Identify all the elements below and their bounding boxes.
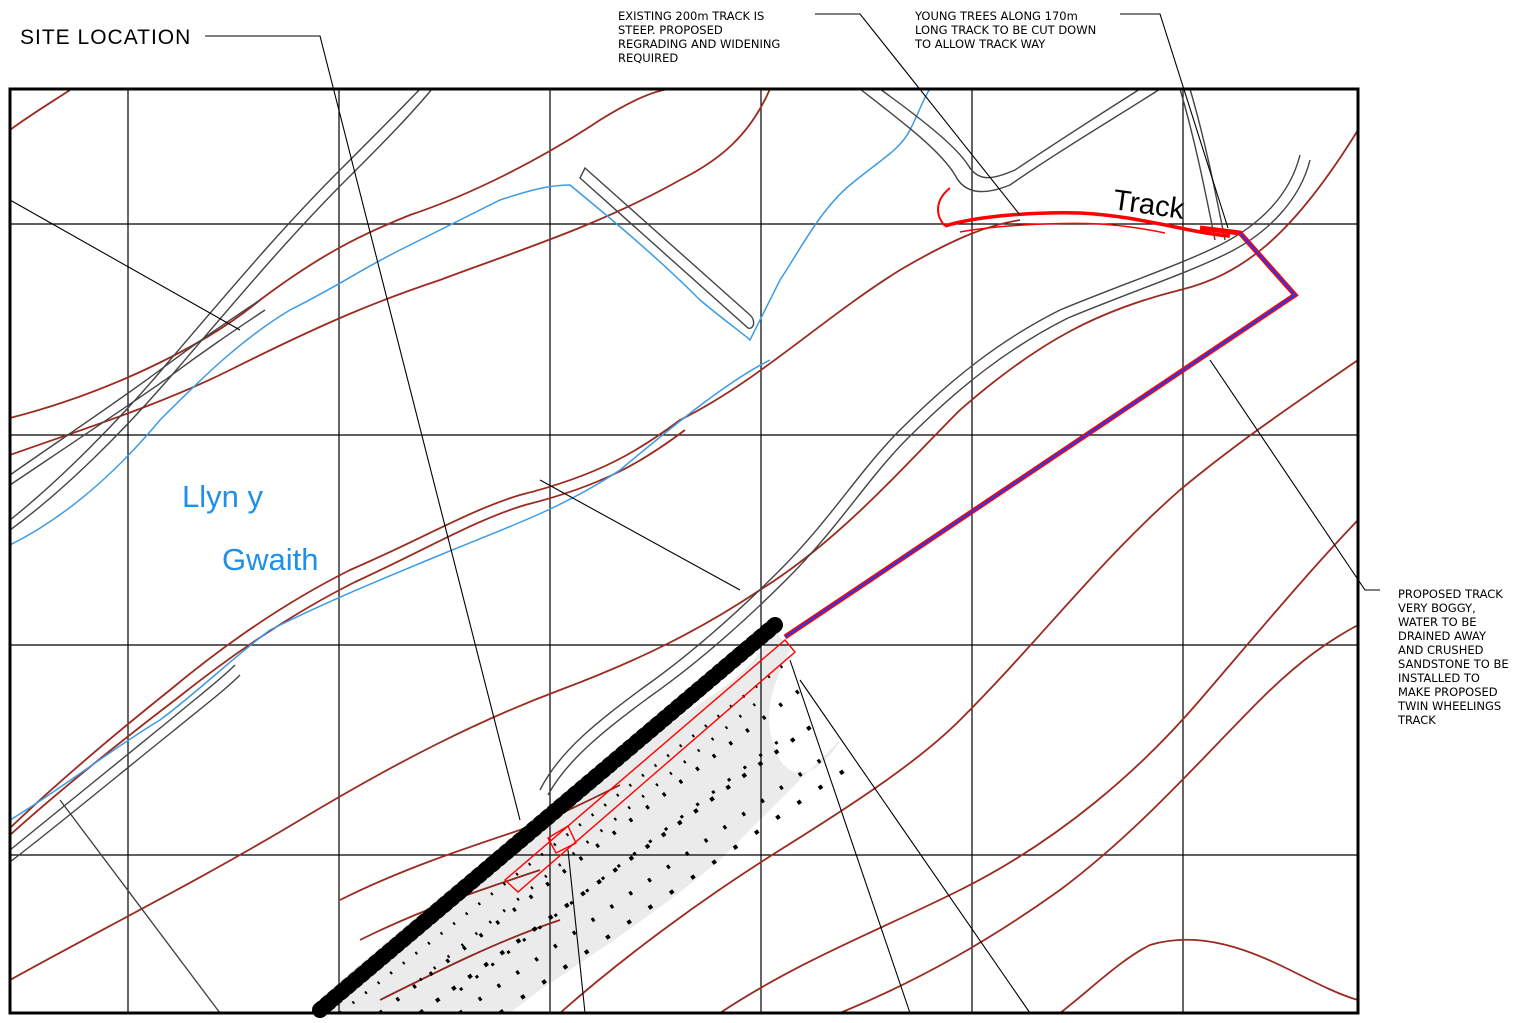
woodland-area xyxy=(310,617,847,1018)
svg-text:TRACK: TRACK xyxy=(1397,713,1436,727)
leader-lines xyxy=(9,13,1380,1014)
svg-text:AND CRUSHED: AND CRUSHED xyxy=(1398,643,1484,657)
map-grid xyxy=(10,89,1358,1013)
contour-lines xyxy=(9,88,1359,1014)
proposed-site-boundary xyxy=(503,639,796,893)
svg-text:STEEP. PROPOSED: STEEP. PROPOSED xyxy=(618,23,723,37)
site-location-label: SITE LOCATION xyxy=(20,26,191,49)
svg-text:PROPOSED TRACK: PROPOSED TRACK xyxy=(1398,587,1503,601)
svg-text:TO ALLOW TRACK WAY: TO ALLOW TRACK WAY xyxy=(914,37,1046,51)
note-proposed-track: PROPOSED TRACK VERY BOGGY, WATER TO BE D… xyxy=(1397,587,1509,727)
svg-text:SANDSTONE TO BE: SANDSTONE TO BE xyxy=(1398,657,1509,671)
proposed-track xyxy=(783,187,1299,640)
note-existing-track: EXISTING 200m TRACK IS STEEP. PROPOSED R… xyxy=(618,9,780,65)
svg-text:WATER TO BE: WATER TO BE xyxy=(1398,615,1477,629)
svg-text:LONG TRACK TO BE CUT DOWN: LONG TRACK TO BE CUT DOWN xyxy=(915,23,1096,37)
svg-text:REGRADING AND WIDENING: REGRADING AND WIDENING xyxy=(618,37,780,51)
map-frame xyxy=(8,87,1360,1015)
svg-text:EXISTING 200m TRACK IS: EXISTING 200m TRACK IS xyxy=(618,9,764,23)
svg-text:YOUNG TREES ALONG 170m: YOUNG TREES ALONG 170m xyxy=(914,9,1078,23)
svg-text:VERY BOGGY,: VERY BOGGY, xyxy=(1398,601,1476,615)
svg-text:TWIN WHEELINGS: TWIN WHEELINGS xyxy=(1397,699,1501,713)
lake-name-line1: Llyn y xyxy=(182,479,263,514)
track-label: Track xyxy=(1111,184,1187,226)
stream-lines xyxy=(9,88,931,821)
note-young-trees: YOUNG TREES ALONG 170m LONG TRACK TO BE … xyxy=(914,9,1096,51)
svg-text:MAKE PROPOSED: MAKE PROPOSED xyxy=(1398,685,1498,699)
svg-text:DRAINED AWAY: DRAINED AWAY xyxy=(1398,629,1487,643)
svg-text:REQUIRED: REQUIRED xyxy=(618,51,678,65)
svg-text:INSTALLED TO: INSTALLED TO xyxy=(1398,671,1480,685)
existing-tracks xyxy=(9,88,1311,1014)
lake-name-line2: Gwaith xyxy=(222,542,318,577)
